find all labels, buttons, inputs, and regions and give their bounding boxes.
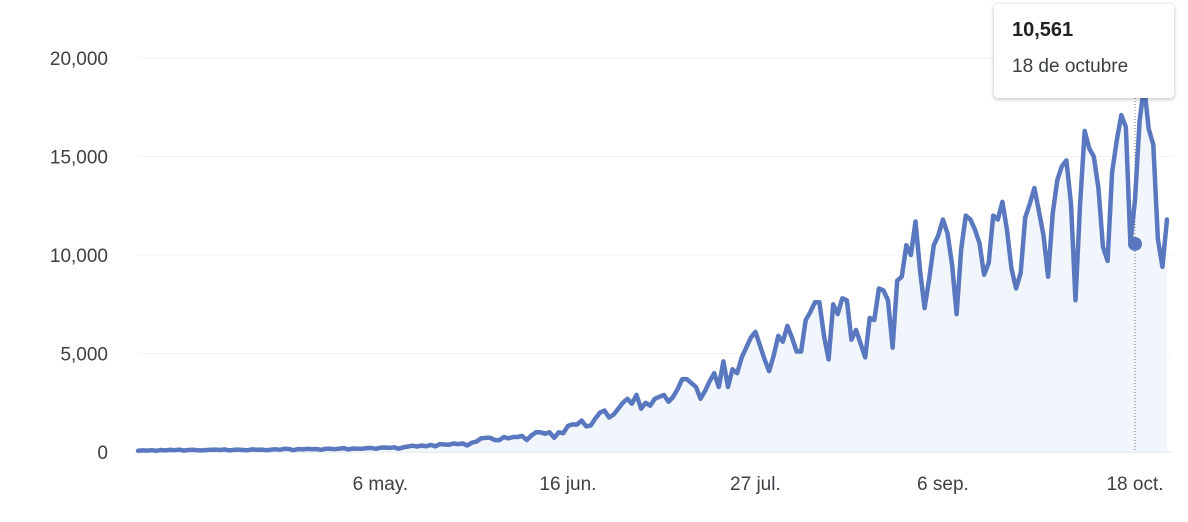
x-axis-ticks: 6 may. 16 jun. 27 jul. 6 sep. 18 oct. [353,474,1164,495]
tooltip-date: 18 de octubre [1012,56,1129,77]
x-tick-label: 27 jul. [730,474,781,495]
y-tick-label: 15,000 [50,148,108,169]
x-tick-label: 6 sep. [917,474,969,495]
x-tick-label: 18 oct. [1106,474,1163,495]
y-tick-label: 5,000 [60,345,108,366]
x-tick-label: 6 may. [353,474,409,495]
y-tick-label: 20,000 [50,49,108,70]
hover-point[interactable] [1128,236,1142,251]
y-axis-ticks: 0 5,000 10,000 15,000 20,000 [50,49,108,464]
series-area-fill [138,85,1167,452]
tooltip-value: 10,561 [1012,19,1074,41]
tooltip: 10,561 18 de octubre [994,4,1174,98]
y-tick-label: 0 [97,443,108,464]
y-tick-label: 10,000 [50,246,108,267]
series-line[interactable] [135,83,1170,454]
x-tick-label: 16 jun. [539,474,596,495]
